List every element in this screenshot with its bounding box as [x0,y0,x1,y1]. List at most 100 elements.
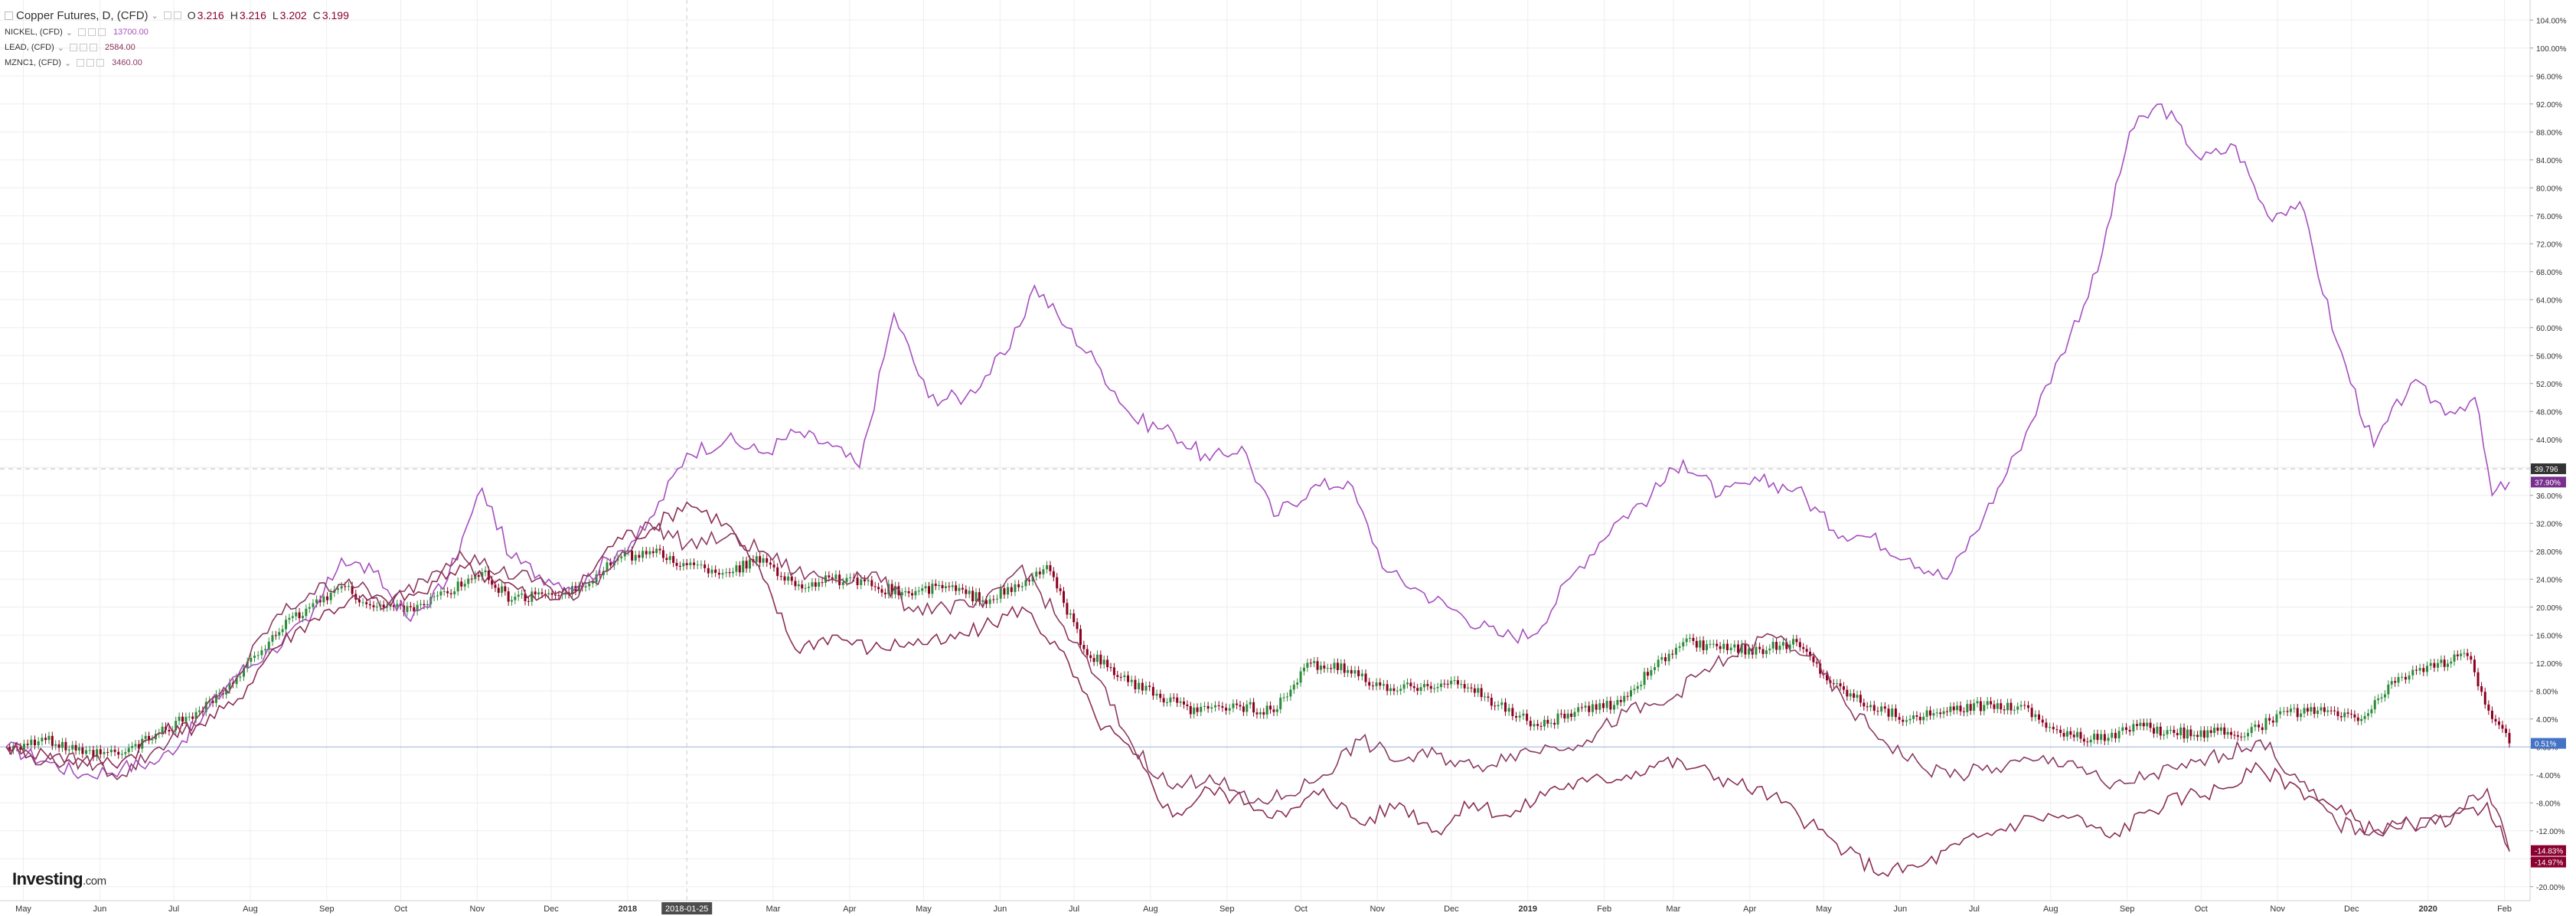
candle-body [1699,640,1702,648]
candle-body [8,747,11,751]
settings-icon[interactable] [80,44,87,51]
badge-lead-label: -14.83% [2535,848,2563,856]
candle-body [1460,684,1463,685]
candle-body [1443,683,1446,685]
candle-body [1755,646,1758,655]
close-icon[interactable] [173,11,181,19]
candle-body [1151,686,1154,696]
eye-icon[interactable] [70,44,77,51]
candle-body [682,563,685,567]
candle-body [527,600,530,602]
candle-body [2186,729,2189,739]
candle-body [938,584,941,587]
close-icon[interactable] [90,44,97,51]
legend-main-row[interactable]: Copper Futures, D, (CFD) ⌄ O 3.216 H 3.216… [5,6,349,25]
candle-body [510,600,513,602]
candle-body [1236,703,1239,705]
settings-icon[interactable] [163,11,171,19]
candle-body [2069,731,2072,735]
candle-body [1758,646,1761,649]
candle-body [26,744,29,745]
candle-body [188,716,191,718]
candle-body [591,581,594,584]
candle-body [1473,688,1476,693]
candle-body [655,548,658,554]
candle-body [1259,712,1262,715]
candle-body [1343,663,1346,673]
candle-body [1883,706,1886,709]
close-icon[interactable] [98,28,106,36]
candle-body [1426,684,1429,686]
eye-icon[interactable] [77,59,85,67]
candle-body [1203,705,1206,707]
candle-body [2333,710,2336,712]
candle-body [491,580,494,585]
close-icon[interactable] [96,59,105,67]
candle-body [1063,590,1066,604]
candle-body [665,558,668,561]
chevron-down-icon[interactable]: ⌄ [57,43,64,53]
candle-body [2497,721,2500,725]
candle-body [1112,667,1115,676]
candle-body [41,738,44,741]
chevron-down-icon[interactable]: ⌄ [65,28,73,38]
candle-body [436,595,439,597]
candle-body [315,599,318,604]
settings-icon[interactable] [88,28,96,36]
candle-body [2397,677,2400,683]
candle-body [281,629,284,633]
legend-row-nickel[interactable]: NICKEL, (CFD) ⌄ 13700.00 [5,25,349,40]
candle-body [2041,719,2044,723]
candle-body [386,606,389,608]
candle-body [2254,725,2257,728]
candle-body [30,739,33,745]
candle-body [308,607,311,609]
candle-body [735,565,738,572]
candle-body [2353,714,2356,718]
candle-body [1682,642,1685,647]
investing-logo[interactable]: Investing.com [12,869,106,888]
candle-body [1286,696,1289,698]
candle-body [1176,697,1179,703]
candle-body [675,562,678,566]
candle-body [113,749,116,752]
candle-body [904,591,907,593]
x-tick-label: Sep [2120,905,2135,914]
candle-body [106,751,109,753]
x-axis[interactable]: May Jun Jul Aug Sep Oct Nov Dec 2018 Mar Apr May Jun… [15,902,2512,914]
settings-icon[interactable] [87,59,95,67]
candle-body [1872,705,1876,712]
candle-body [1360,673,1363,676]
candle-body [1595,704,1598,710]
candle-body [1296,682,1299,685]
legend-row-zinc[interactable]: MZNC1, (CFD) ⌄ 3460.00 [5,55,349,70]
candle-body [1340,663,1343,670]
legend-row-lead[interactable]: LEAD, (CFD) ⌄ 2584.00 [5,40,349,55]
candle-body [2387,684,2390,695]
x-tick-label: Aug [243,905,258,914]
candle-body [1239,705,1242,707]
candle-body [1952,706,1955,711]
chevron-down-icon[interactable]: ⌄ [151,11,158,21]
candle-body [554,594,557,596]
candle-body [1206,705,1210,709]
candle-body [2343,712,2346,718]
eye-icon[interactable] [78,28,86,36]
candle-body [2456,654,2459,656]
candle-body [897,586,900,596]
candle-body [1186,704,1189,706]
candle-body [779,576,782,577]
chevron-down-icon[interactable]: ⌄ [64,58,72,68]
candle-body [1577,707,1580,712]
candle-body [365,602,368,604]
candle-body [801,584,804,589]
candle-body [2443,659,2446,667]
candle-body [524,594,527,601]
candle-body [1744,644,1747,655]
candle-body [22,744,25,750]
candle-body [2100,734,2103,741]
badge-dashed-level-box [2531,463,2566,475]
candle-body [609,562,612,566]
collapse-icon[interactable] [5,11,13,20]
